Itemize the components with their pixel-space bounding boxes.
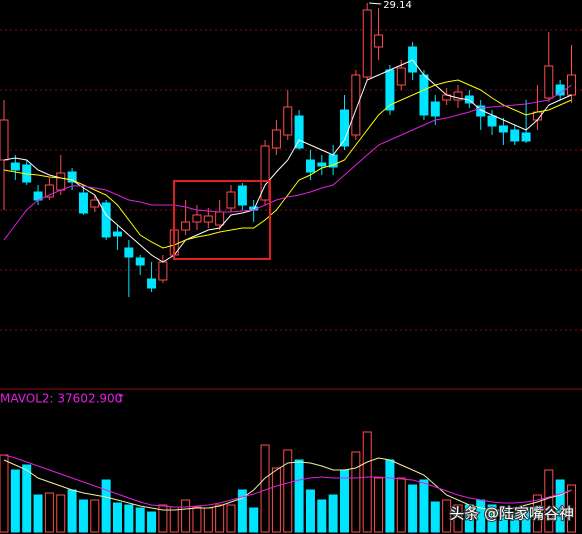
volume-bar xyxy=(305,489,315,533)
candle-body xyxy=(10,162,20,171)
volume-bar xyxy=(203,507,213,533)
moving-average-line xyxy=(3,59,572,263)
volume-bar xyxy=(419,479,429,533)
volume-bar xyxy=(226,504,236,533)
candle-body xyxy=(67,171,77,183)
volume-bar xyxy=(442,499,452,533)
volume-bar xyxy=(237,489,247,533)
moving-average-line xyxy=(3,84,572,241)
volume-bar xyxy=(328,494,338,533)
volume-bar xyxy=(453,504,463,533)
candle-body xyxy=(374,34,384,48)
high-leader xyxy=(369,2,382,5)
volume-arrow: ↑ xyxy=(116,392,126,406)
candle-body xyxy=(453,91,463,101)
candle-body xyxy=(351,74,361,136)
candle-body xyxy=(44,184,54,198)
volume-bar xyxy=(22,464,32,533)
candle-body xyxy=(124,247,134,258)
candle-body xyxy=(78,192,88,214)
high-label: 29.14 xyxy=(383,0,412,11)
watermark: 头条 @陆家嘴谷神 xyxy=(449,505,574,523)
volume-bar xyxy=(283,449,293,533)
volume-bar xyxy=(90,499,100,533)
volume-bar xyxy=(44,492,54,533)
volume-header: MAVOL2: 37602.900 xyxy=(0,392,122,406)
volume-bar xyxy=(340,469,349,533)
candle-body xyxy=(226,191,236,209)
candle-body xyxy=(271,129,281,149)
candle-body xyxy=(158,261,168,281)
candle-body xyxy=(305,159,315,173)
volume-bar xyxy=(124,504,134,533)
candle-body xyxy=(521,132,531,142)
volume-bar xyxy=(78,499,88,533)
candle-body xyxy=(260,145,270,201)
volume-bar xyxy=(113,502,122,533)
candle-body xyxy=(476,105,486,117)
volume-bar xyxy=(181,499,191,533)
volume-bar xyxy=(294,459,304,533)
volume-bar xyxy=(396,477,406,533)
candle-body xyxy=(362,9,372,78)
volume-bar xyxy=(532,494,542,533)
volume-bar xyxy=(521,507,531,533)
candle-body xyxy=(487,115,497,127)
volume-bar xyxy=(33,494,43,533)
volume-bar xyxy=(374,477,384,533)
candle-body xyxy=(135,257,145,266)
candle-body xyxy=(113,231,122,237)
candle-body xyxy=(192,214,202,223)
candle-body xyxy=(0,119,9,161)
volume-average-line xyxy=(3,454,572,508)
volume-bar xyxy=(510,514,520,533)
candle-body xyxy=(203,215,213,223)
volume-bar xyxy=(135,507,145,533)
volume-bar xyxy=(147,511,157,533)
candle-body xyxy=(294,115,304,149)
volume-bar xyxy=(10,469,20,533)
candle-body xyxy=(430,101,440,117)
volume-bar xyxy=(351,451,361,533)
candle-body xyxy=(215,211,225,226)
volume-bar xyxy=(0,454,9,533)
candle-body xyxy=(544,65,554,99)
candle-body xyxy=(181,221,191,231)
volume-bar xyxy=(408,484,418,533)
volume-bar xyxy=(430,501,440,533)
candle-body xyxy=(237,185,247,206)
volume-bar xyxy=(158,504,168,533)
candle-body xyxy=(510,129,520,142)
volume-average-line xyxy=(3,457,572,511)
volume-bar xyxy=(271,467,281,533)
volume-bar xyxy=(215,504,225,533)
volume-bar xyxy=(67,489,77,533)
candle-body xyxy=(90,199,100,208)
moving-average-line xyxy=(3,79,572,249)
volume-bar xyxy=(544,469,554,533)
highlight-box xyxy=(173,180,271,260)
volume-bar xyxy=(56,494,66,533)
volume-bar xyxy=(567,484,576,533)
candle-body xyxy=(419,74,429,116)
volume-bar xyxy=(101,479,111,533)
candle-body xyxy=(396,67,406,86)
candle-body xyxy=(317,162,327,167)
volume-bar xyxy=(249,507,259,533)
volume-bar xyxy=(192,506,202,533)
candle-body xyxy=(498,125,508,133)
volume-bar xyxy=(362,431,372,533)
volume-bar xyxy=(487,504,497,533)
volume-bar xyxy=(385,459,395,533)
volume-bar xyxy=(169,506,179,533)
candle-body xyxy=(56,172,66,191)
candle-body xyxy=(147,278,157,289)
candle-body xyxy=(101,202,111,238)
volume-bar xyxy=(555,479,565,533)
candle-body xyxy=(283,106,293,136)
volume-bar xyxy=(317,499,327,533)
